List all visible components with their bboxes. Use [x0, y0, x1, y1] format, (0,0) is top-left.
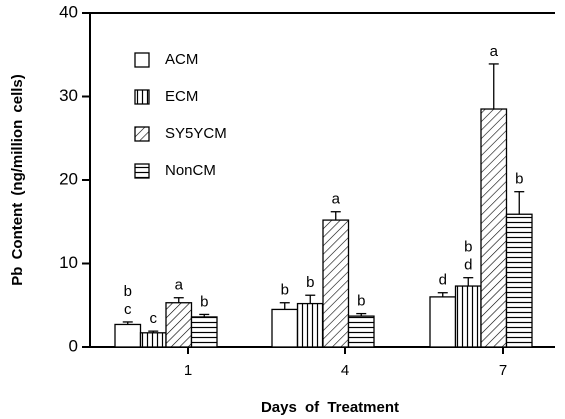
- legend-swatch: [134, 163, 150, 179]
- x-axis-label: Days of Treatment: [261, 399, 399, 416]
- significance-letter: b: [357, 293, 365, 310]
- bar: [271, 308, 299, 348]
- legend-label: ECM: [165, 88, 198, 105]
- bar: [322, 219, 350, 348]
- bar: [505, 213, 533, 348]
- error-bar: [122, 321, 133, 325]
- significance-letter: a: [490, 43, 499, 60]
- significance-letter: b: [281, 282, 289, 299]
- legend-label: NonCM: [165, 162, 216, 179]
- error-bar: [437, 292, 448, 297]
- legend-swatch: [134, 126, 150, 142]
- significance-letter: b: [306, 274, 314, 291]
- significance-letter: b: [515, 171, 523, 188]
- legend-swatch: [134, 52, 150, 68]
- significance-letter: d: [464, 257, 472, 274]
- bar: [347, 315, 375, 348]
- significance-letter: b: [200, 293, 208, 310]
- y-axis-label: Pb Content (ng/million cells): [9, 74, 26, 286]
- x-tick-label: 1: [184, 362, 192, 379]
- significance-letter: a: [332, 191, 341, 208]
- significance-letter: b: [124, 283, 132, 300]
- error-bar: [199, 313, 210, 317]
- bar: [139, 332, 167, 348]
- y-tick-label: 40: [59, 2, 78, 21]
- y-tick-label: 10: [59, 253, 78, 272]
- y-tick-label: 20: [59, 169, 78, 188]
- bar: [165, 302, 193, 348]
- legend-label: ACM: [165, 51, 198, 68]
- error-bar: [305, 294, 316, 304]
- bar: [480, 108, 508, 348]
- error-bar: [488, 63, 499, 110]
- legend-swatch: [134, 89, 150, 105]
- error-bar: [356, 312, 367, 317]
- error-bar: [330, 211, 341, 221]
- error-bar: [173, 297, 184, 303]
- y-tick-label: 30: [59, 86, 78, 105]
- significance-letter: c: [124, 301, 132, 318]
- bar: [454, 285, 482, 348]
- legend-label: SY5YCM: [165, 125, 227, 142]
- y-tick-label: 0: [69, 336, 78, 355]
- bar: [190, 316, 218, 348]
- error-bar: [514, 191, 525, 215]
- significance-letter: c: [150, 310, 158, 327]
- bar: [429, 296, 457, 348]
- error-bar: [463, 277, 474, 287]
- x-tick-label: 4: [341, 362, 349, 379]
- bar: [296, 302, 324, 348]
- bar: [114, 323, 142, 348]
- error-bar: [148, 330, 159, 333]
- error-bar: [279, 302, 290, 310]
- significance-letter: b: [464, 239, 472, 256]
- significance-letter: a: [175, 277, 184, 294]
- significance-letter: d: [439, 272, 447, 289]
- x-tick-label: 7: [499, 362, 507, 379]
